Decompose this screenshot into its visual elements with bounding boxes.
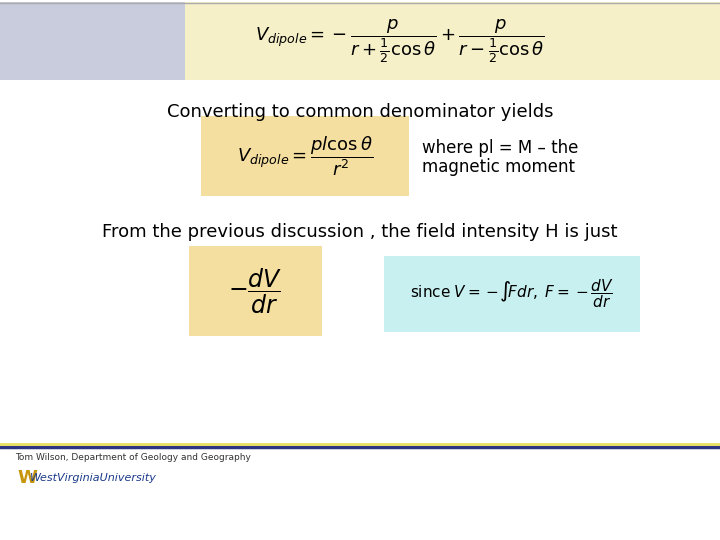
FancyBboxPatch shape [0,2,185,80]
FancyBboxPatch shape [384,256,640,332]
Text: Converting to common denominator yields: Converting to common denominator yields [167,103,553,121]
Text: From the previous discussion , the field intensity H is just: From the previous discussion , the field… [102,223,618,241]
Text: $V_{dipole} = \dfrac{pl\cos\theta}{r^2}$: $V_{dipole} = \dfrac{pl\cos\theta}{r^2}$ [237,134,373,178]
Text: WestVirginiaUniversity: WestVirginiaUniversity [30,473,157,483]
Text: $\mathbf{W}$: $\mathbf{W}$ [17,469,38,487]
Text: $\mathrm{since}\; V = -\!\int\! Fdr,\; F = -\dfrac{dV}{dr}$: $\mathrm{since}\; V = -\!\int\! Fdr,\; F… [410,278,614,310]
FancyBboxPatch shape [201,116,409,196]
Text: Tom Wilson, Department of Geology and Geography: Tom Wilson, Department of Geology and Ge… [15,453,251,462]
FancyBboxPatch shape [185,2,720,80]
Text: $-\dfrac{dV}{dr}$: $-\dfrac{dV}{dr}$ [228,266,282,316]
Text: $V_{dipole} = -\dfrac{p}{r + \frac{1}{2}\cos\theta} + \dfrac{p}{r - \frac{1}{2}\: $V_{dipole} = -\dfrac{p}{r + \frac{1}{2}… [255,17,545,65]
Text: where pl = M – the: where pl = M – the [422,139,578,157]
FancyBboxPatch shape [189,246,322,336]
Text: magnetic moment: magnetic moment [422,158,575,176]
